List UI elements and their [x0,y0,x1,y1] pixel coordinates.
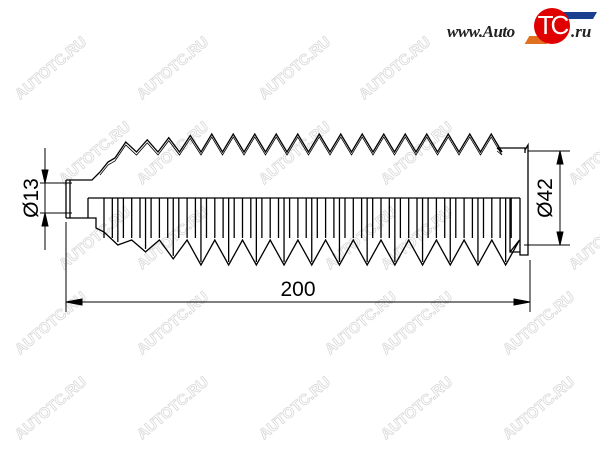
watermark-text: AUTOTC.RU [134,288,212,358]
watermark-text: AUTOTC.RU [566,118,600,188]
small-end-collar [65,171,101,219]
watermark-text: AUTOTC.RU [256,118,334,188]
watermark-text: AUTOTC.RU [12,288,90,358]
watermark-text: AUTOTC.RU [566,203,600,273]
watermark-text: AUTOTC.RU [500,288,578,358]
d13-arrows [41,169,49,227]
d42-arrows [556,150,564,246]
outer-diameter-label: Ø42 [534,178,557,218]
inner-diameter-label: Ø13 [20,178,43,218]
logo-text-suffix: .ru [571,22,592,41]
watermark-text: AUTOTC.RU [56,203,134,273]
boot-outline [65,132,529,267]
boot-top-corrugation [99,132,503,173]
length-label: 200 [280,278,315,301]
logo-circle [534,8,570,44]
autotc-logo: www.Auto TC .ru [447,8,598,48]
watermark-text: AUTOTC.RU [356,33,434,103]
watermarks: AUTOTC.RU AUTOTC.RU AUTOTC.RU AUTOTC.RUAUTO… [11,33,600,443]
watermark-text: AUTOTC.RU [134,33,212,103]
logo-emblem: TC [537,10,570,40]
boot-top-corrugation-inner [99,136,503,176]
dimension-lines [40,148,570,312]
watermark-text: AUTOTC.RU [256,33,334,103]
watermark-text: AUTOTC.RU [12,373,90,443]
boot-fold-lines [103,198,512,262]
logo-text-prefix: www.Auto [447,22,515,41]
watermark-text: AUTOTC.RU [256,373,334,443]
watermark-text: AUTOTC.RU [134,373,212,443]
large-end-collar [497,142,529,256]
watermark-text: AUTOTC.RU [12,33,90,103]
watermark-text: AUTOTC.RU [378,373,456,443]
length-arrows [65,298,531,306]
watermark-text: AUTOTC.RU [500,373,578,443]
